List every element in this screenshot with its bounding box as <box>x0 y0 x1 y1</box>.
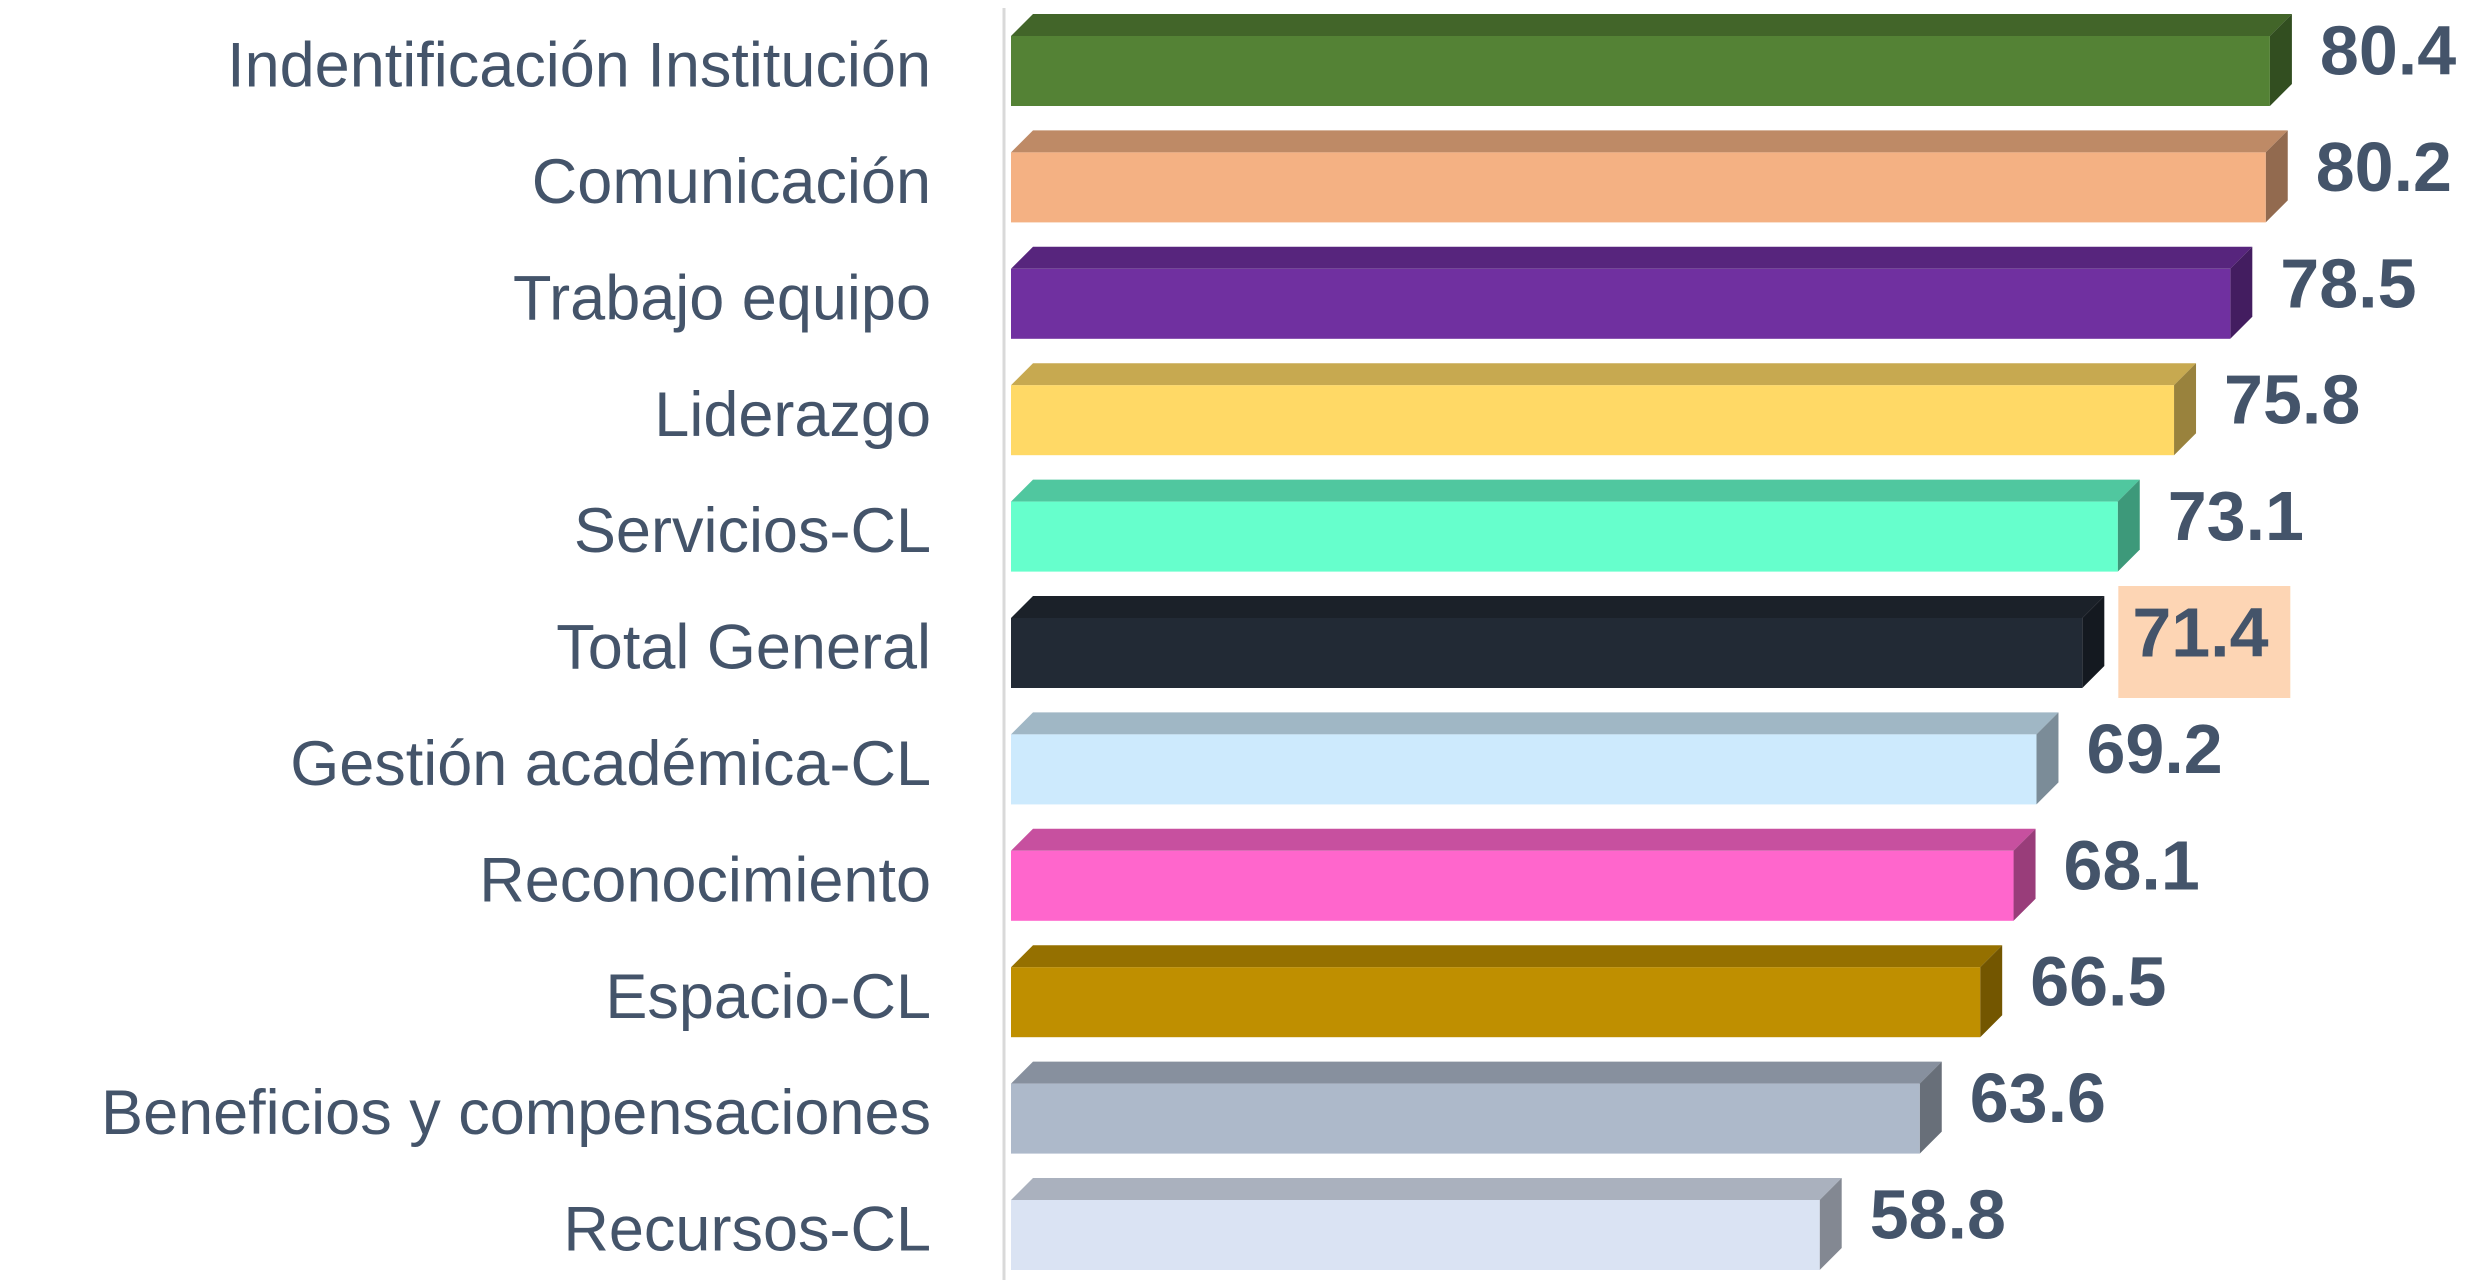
bar-side <box>1819 1178 1842 1270</box>
bar-top <box>1011 363 2197 386</box>
value-label: 58.8 <box>1870 1175 2006 1253</box>
category-label: Servicios-CL <box>574 496 931 566</box>
bar-top <box>1011 1061 1942 1084</box>
value-label: 80.4 <box>2320 11 2456 89</box>
category-label: Indentificación Institución <box>227 31 931 101</box>
bar-side <box>2117 479 2140 572</box>
bar-side <box>2265 130 2288 223</box>
category-label: Comunicación <box>532 147 931 217</box>
category-label: Total General <box>556 613 931 683</box>
bar-side <box>1980 945 2003 1038</box>
bar-top <box>1011 14 2292 36</box>
category-label: Liderazgo <box>654 380 931 450</box>
category-label: Beneficios y compensaciones <box>101 1078 931 1148</box>
value-label: 68.1 <box>2064 826 2200 904</box>
bar <box>1011 967 1981 1038</box>
bar <box>1011 152 2266 223</box>
value-label: 75.8 <box>2224 361 2360 439</box>
category-label: Gestión académica-CL <box>290 729 931 799</box>
value-label: 80.2 <box>2316 128 2452 206</box>
value-label: 63.6 <box>1970 1059 2106 1137</box>
bar-side <box>2230 246 2253 339</box>
bar-top <box>1011 1178 1842 1200</box>
value-label: 66.5 <box>2030 943 2166 1021</box>
bar-top <box>1011 945 2003 968</box>
category-label: Trabajo equipo <box>513 263 931 333</box>
bar-top <box>1011 246 2253 269</box>
bar <box>1011 618 2083 688</box>
bar-side <box>2174 363 2197 456</box>
bar-side <box>2013 828 2036 921</box>
label-highlight <box>2118 586 2291 698</box>
value-label: 73.1 <box>2168 477 2304 555</box>
category-label: Recursos-CL <box>563 1195 931 1265</box>
bar-side <box>1919 1061 1942 1154</box>
bar <box>1011 1200 1820 1270</box>
category-label: Reconocimiento <box>479 845 931 915</box>
value-label: 78.5 <box>2280 244 2416 322</box>
bar-top <box>1011 596 2105 618</box>
value-label: 69.2 <box>2086 710 2222 788</box>
bar-top <box>1011 712 2059 735</box>
bar <box>1011 501 2118 572</box>
bar <box>1011 734 2037 805</box>
bar <box>1011 850 2014 921</box>
bar-top <box>1011 828 2036 851</box>
bar <box>1011 1083 1920 1154</box>
bar-side <box>2082 596 2105 688</box>
bar <box>1011 36 2270 106</box>
bar-side <box>2269 14 2292 106</box>
bar <box>1011 268 2231 339</box>
bar-top <box>1011 130 2288 153</box>
bar-side <box>2036 712 2059 805</box>
bar-top <box>1011 479 2140 502</box>
category-label: Espacio-CL <box>605 962 931 1032</box>
bar <box>1011 385 2175 456</box>
value-label: 71.4 <box>2132 593 2268 671</box>
